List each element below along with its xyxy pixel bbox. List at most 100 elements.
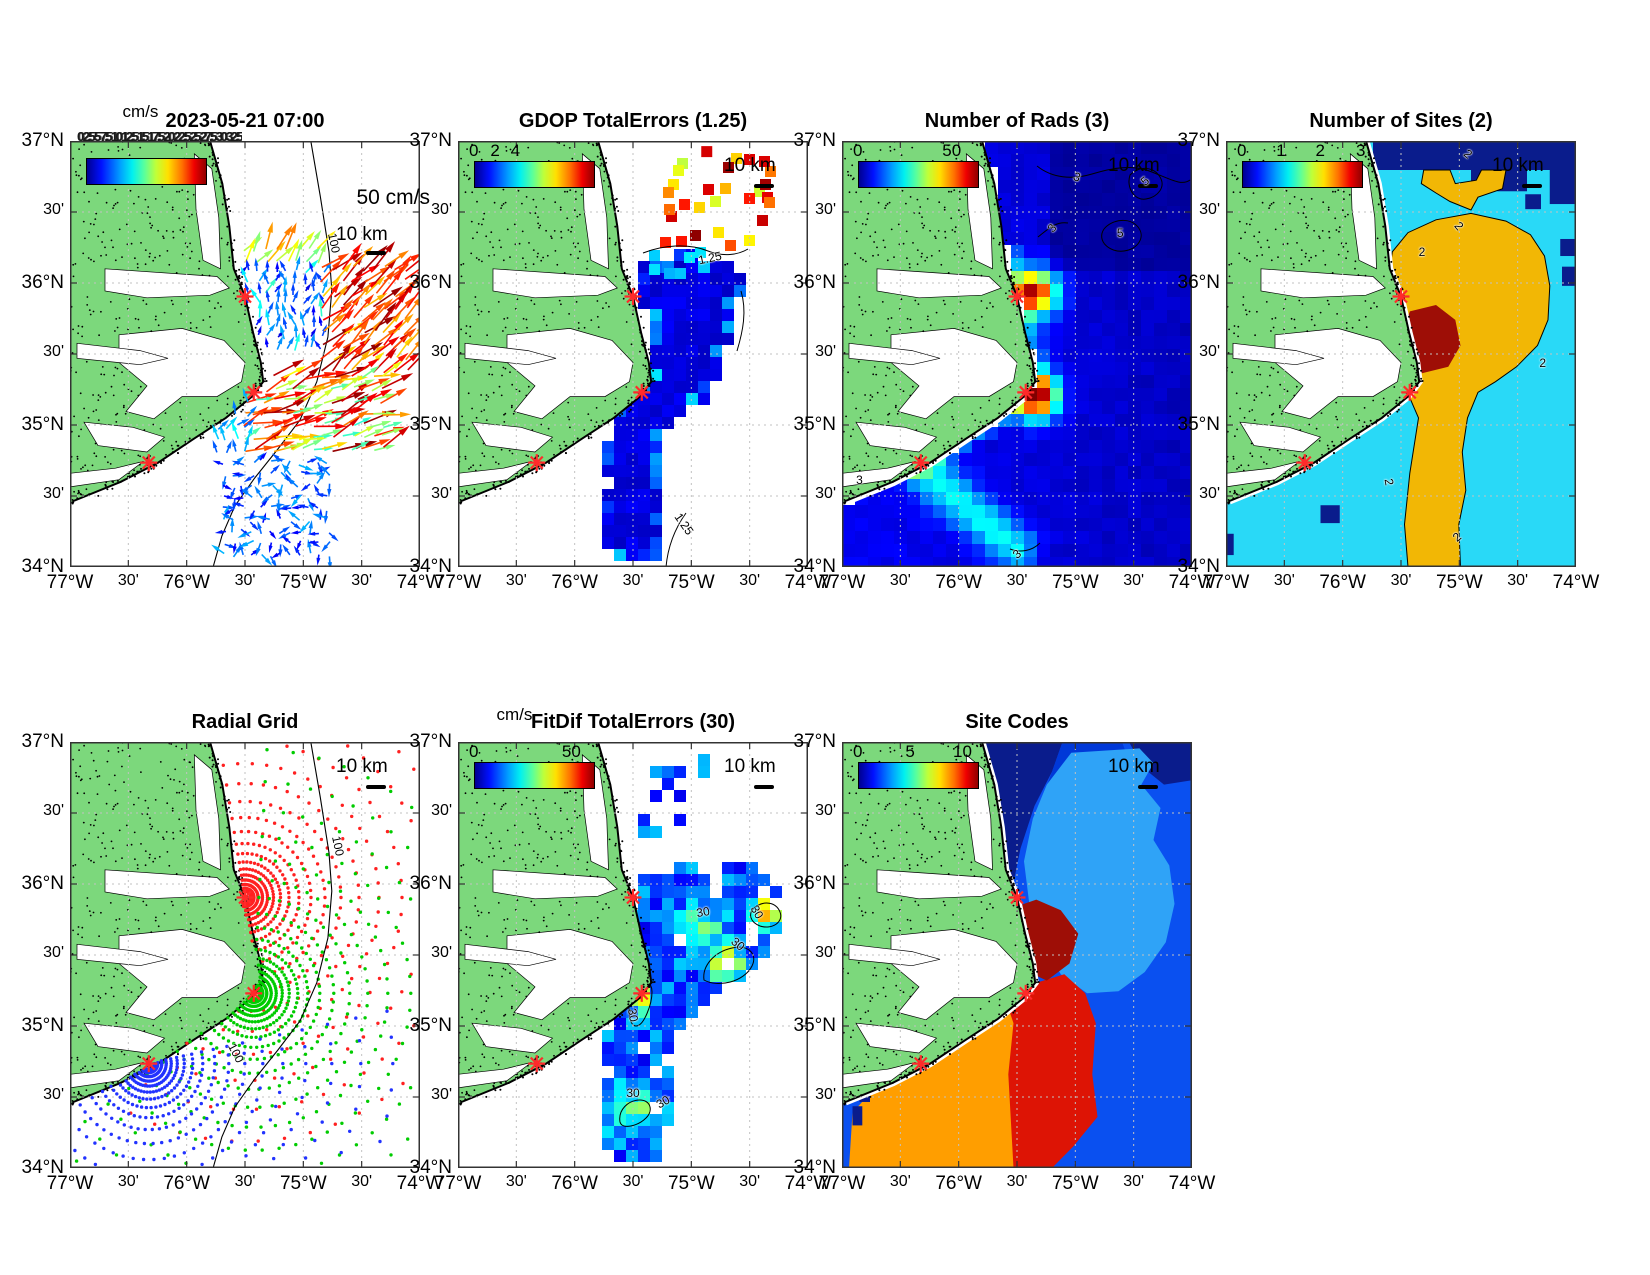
y-tick-label: 30' [815, 1086, 836, 1103]
panel-title: Number of Sites (2) [1309, 110, 1493, 132]
radar-site-markers [528, 287, 651, 472]
x-tick-label: 30' [889, 572, 911, 589]
colorbar-tick-overlap: 0 2.5 5 7.5 10 12.5 15 17.5 20 22.5 25 2… [77, 129, 242, 144]
colorbar [473, 161, 595, 189]
contour-label: 30 [626, 1086, 640, 1101]
grid-and-frame [1226, 141, 1576, 567]
colorbar-tick-label: 0 [469, 742, 479, 762]
y-tick-label: 35°N [21, 1015, 64, 1036]
y-tick-label: 35°N [409, 414, 452, 435]
y-tick-label: 30' [815, 343, 836, 360]
radar-site-markers [912, 888, 1035, 1073]
y-tick-label: 30' [43, 802, 64, 819]
map-number-of-sites [1226, 141, 1576, 567]
x-tick-label: 30' [739, 1173, 761, 1190]
y-tick-label: 36°N [409, 873, 452, 894]
x-tick-label: 30' [1123, 1173, 1145, 1190]
y-tick-label: 36°N [409, 272, 452, 293]
x-tick-label: 75°W [279, 572, 327, 593]
y-tick-label: 30' [431, 1086, 452, 1103]
x-tick-label: 30' [234, 1173, 256, 1190]
map-site-codes [842, 742, 1192, 1168]
x-tick-label: 75°W [667, 1173, 715, 1194]
y-tick-label: 35°N [1177, 414, 1220, 435]
axes-frame [1226, 141, 1576, 567]
map-fitdif [458, 742, 808, 1168]
x-tick-label: 75°W [1051, 1173, 1099, 1194]
contour-label: 30 [695, 904, 711, 921]
distance-scale-bar [753, 785, 774, 790]
map-radial-grid [70, 742, 420, 1168]
gdop-heatmap [602, 146, 776, 561]
colorbar-tick-label: 0 [853, 141, 863, 161]
x-tick-label: 30' [505, 572, 527, 589]
map-surface-currents [70, 141, 420, 567]
distance-scale-label: 10 km [336, 755, 388, 777]
x-tick-label: 30' [1006, 1173, 1028, 1190]
axes-frame [458, 742, 808, 1168]
panel-radial-grid: Radial Grid 77°W 30' 76°W 30' 75°W 30' 74°W 37°… [22, 711, 444, 1194]
panel-title: 2023-05-21 07:00 [165, 110, 325, 132]
y-tick-label: 37°N [409, 731, 452, 752]
x-tick-label: 30' [505, 1173, 527, 1190]
distance-scale-bar [1137, 184, 1158, 189]
distance-scale-bar [1521, 184, 1542, 189]
x-tick-label: 76°W [551, 572, 598, 593]
y-tick-label: 36°N [1177, 272, 1220, 293]
axes-frame [842, 742, 1192, 1168]
y-tick-label: 36°N [21, 272, 64, 293]
x-tick-label: 30' [622, 572, 644, 589]
x-tick-label: 75°W [1435, 572, 1483, 593]
x-tick-label: 77°W [818, 1173, 866, 1194]
panel-site-codes: Site Codes 77°W 30' 76°W 30' 75°W 30' 74°W 37°N… [794, 711, 1216, 1194]
y-tick-label: 34°N [21, 1157, 64, 1178]
colorbar-tick-label: 4 [510, 141, 521, 161]
y-tick-label: 30' [43, 343, 64, 360]
colorbar-tick-label: 2 [490, 141, 500, 161]
x-tick-label: 74°W [396, 572, 444, 593]
x-tick-label: 76°W [551, 1173, 598, 1194]
x-tick-label: 76°W [163, 1173, 210, 1194]
panel-title: Site Codes [965, 711, 1069, 733]
x-tick-label: 77°W [46, 572, 94, 593]
x-tick-label: 30' [1507, 572, 1529, 589]
contour-label: 5 [1116, 225, 1124, 240]
axes-frame [842, 141, 1192, 567]
bathymetry-100m-contour [212, 742, 333, 1168]
grid-and-frame [842, 141, 1192, 567]
distance-scale-label: 10 km [724, 755, 776, 777]
radar-site-markers [528, 888, 651, 1073]
panel-title: Number of Rads (3) [924, 110, 1110, 132]
x-tick-label: 77°W [434, 1173, 482, 1194]
x-tick-label: 77°W [1202, 572, 1250, 593]
y-tick-label: 35°N [21, 414, 64, 435]
y-tick-label: 30' [815, 485, 836, 502]
colorbar [857, 762, 979, 790]
x-tick-label: 30' [622, 1173, 644, 1190]
distance-scale-bar [365, 250, 386, 255]
y-tick-label: 30' [815, 802, 836, 819]
y-tick-label: 30' [1199, 343, 1220, 360]
x-tick-label: 77°W [434, 572, 482, 593]
panel-gdop-total-errors: GDOP TotalErrors (1.25) 77°W 30' 76°W 30' 75… [410, 110, 832, 593]
x-tick-label: 74°W [784, 1173, 832, 1194]
x-tick-label: 74°W [784, 572, 832, 593]
y-tick-label: 35°N [793, 414, 836, 435]
y-tick-label: 30' [431, 201, 452, 218]
y-tick-label: 35°N [793, 1015, 836, 1036]
distance-scale-bar [365, 785, 386, 790]
y-tick-label: 34°N [793, 556, 836, 577]
bathymetry-100m-contour [212, 141, 333, 567]
distance-scale-label: 10 km [1492, 154, 1544, 176]
x-tick-label: 30' [351, 1173, 373, 1190]
contour-label: 2 [1539, 355, 1547, 370]
grid-and-frame [458, 742, 808, 1168]
x-tick-label: 76°W [935, 572, 982, 593]
radar-site-markers [140, 287, 263, 472]
x-tick-label: 30' [889, 1173, 911, 1190]
grid-and-frame [842, 742, 1192, 1168]
x-tick-label: 75°W [667, 572, 715, 593]
y-tick-label: 37°N [793, 130, 836, 151]
x-tick-label: 77°W [818, 572, 866, 593]
x-tick-label: 30' [117, 1173, 139, 1190]
